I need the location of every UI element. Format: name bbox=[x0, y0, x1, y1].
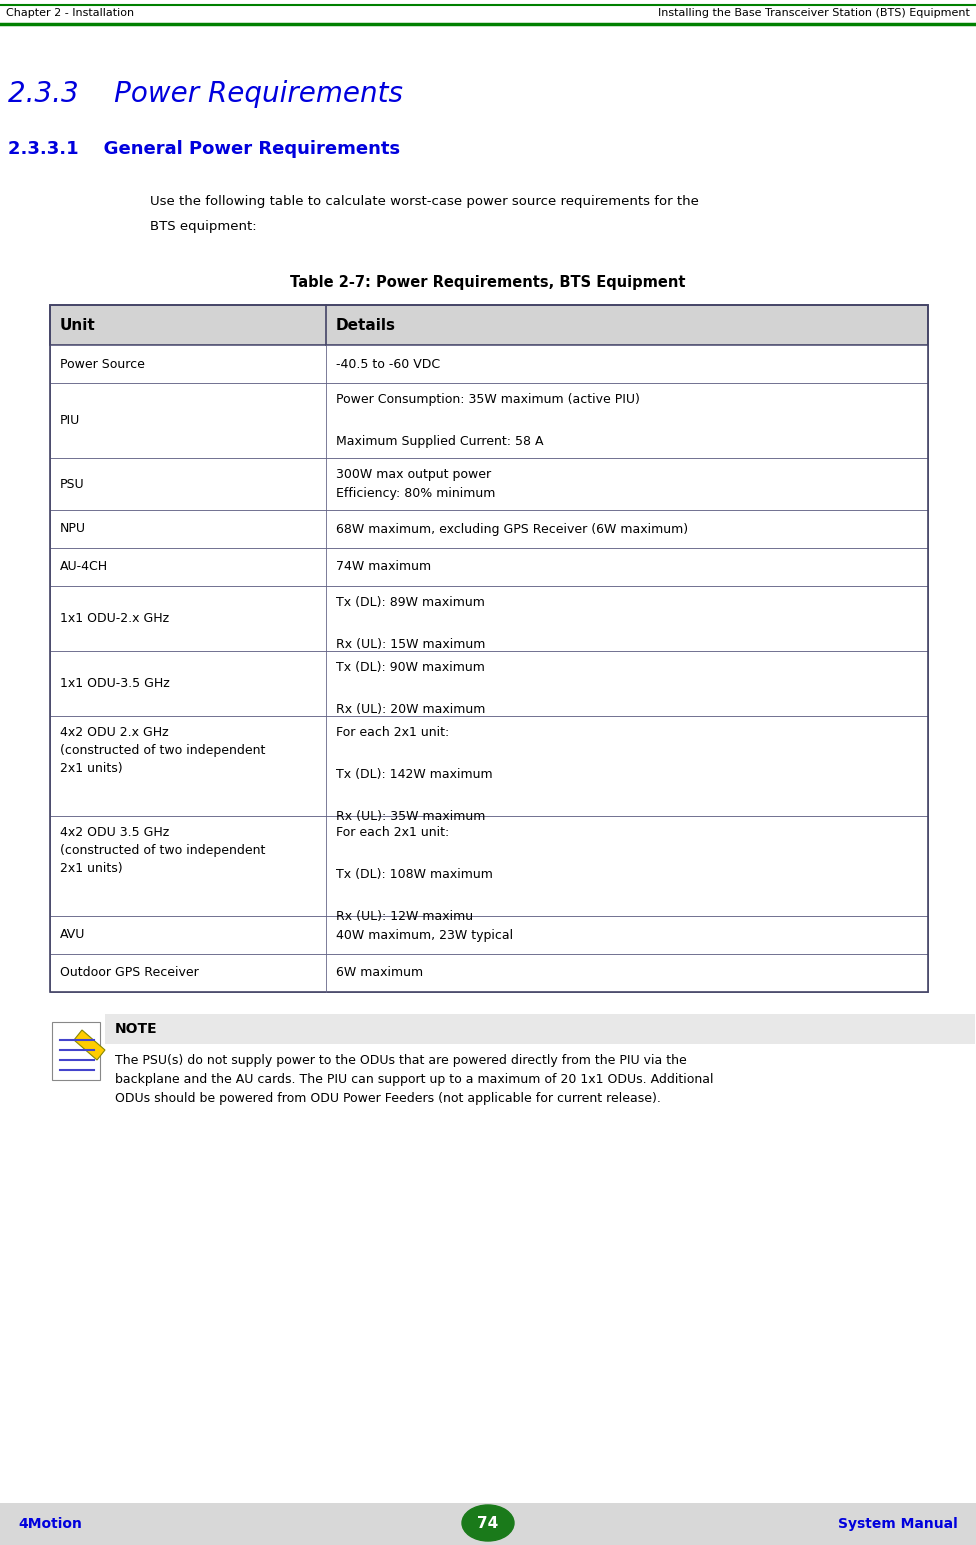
FancyBboxPatch shape bbox=[105, 1014, 975, 1044]
Text: 300W max output power
Efficiency: 80% minimum: 300W max output power Efficiency: 80% mi… bbox=[336, 468, 496, 501]
Text: Power Source: Power Source bbox=[60, 357, 144, 371]
Text: BTS equipment:: BTS equipment: bbox=[150, 219, 257, 233]
Text: PIU: PIU bbox=[60, 414, 80, 426]
Text: 4Motion: 4Motion bbox=[18, 1517, 82, 1531]
Text: 2.3.3    Power Requirements: 2.3.3 Power Requirements bbox=[8, 80, 403, 108]
Text: 2.3.3.1    General Power Requirements: 2.3.3.1 General Power Requirements bbox=[8, 141, 400, 158]
Text: Use the following table to calculate worst-case power source requirements for th: Use the following table to calculate wor… bbox=[150, 195, 699, 209]
Text: PSU: PSU bbox=[60, 477, 85, 490]
FancyBboxPatch shape bbox=[50, 916, 928, 953]
Text: Tx (DL): 90W maximum

Rx (UL): 20W maximum: Tx (DL): 90W maximum Rx (UL): 20W maximu… bbox=[336, 661, 485, 715]
FancyBboxPatch shape bbox=[50, 953, 928, 992]
Text: NOTE: NOTE bbox=[115, 1021, 158, 1037]
Text: For each 2x1 unit:

Tx (DL): 108W maximum

Rx (UL): 12W maximu: For each 2x1 unit: Tx (DL): 108W maximum… bbox=[336, 827, 493, 922]
FancyBboxPatch shape bbox=[52, 1021, 100, 1080]
Text: 40W maximum, 23W typical: 40W maximum, 23W typical bbox=[336, 929, 513, 941]
Text: 74: 74 bbox=[477, 1516, 499, 1531]
Text: Tx (DL): 89W maximum

Rx (UL): 15W maximum: Tx (DL): 89W maximum Rx (UL): 15W maximu… bbox=[336, 596, 485, 650]
FancyBboxPatch shape bbox=[50, 548, 928, 586]
Text: Chapter 2 - Installation: Chapter 2 - Installation bbox=[6, 8, 134, 19]
FancyBboxPatch shape bbox=[50, 586, 928, 650]
Text: Details: Details bbox=[336, 318, 396, 332]
Text: AU-4CH: AU-4CH bbox=[60, 561, 108, 573]
Text: 1x1 ODU-3.5 GHz: 1x1 ODU-3.5 GHz bbox=[60, 677, 170, 691]
Text: Outdoor GPS Receiver: Outdoor GPS Receiver bbox=[60, 967, 199, 980]
FancyBboxPatch shape bbox=[50, 650, 928, 715]
FancyBboxPatch shape bbox=[50, 457, 928, 510]
FancyBboxPatch shape bbox=[50, 345, 928, 383]
Text: 74W maximum: 74W maximum bbox=[336, 561, 431, 573]
Text: Table 2-7: Power Requirements, BTS Equipment: Table 2-7: Power Requirements, BTS Equip… bbox=[290, 275, 686, 290]
Text: Installing the Base Transceiver Station (BTS) Equipment: Installing the Base Transceiver Station … bbox=[658, 8, 970, 19]
Text: 1x1 ODU-2.x GHz: 1x1 ODU-2.x GHz bbox=[60, 612, 169, 626]
Polygon shape bbox=[74, 1031, 105, 1060]
FancyBboxPatch shape bbox=[50, 304, 928, 345]
FancyBboxPatch shape bbox=[50, 383, 928, 457]
FancyBboxPatch shape bbox=[50, 715, 928, 816]
Text: 6W maximum: 6W maximum bbox=[336, 967, 424, 980]
FancyBboxPatch shape bbox=[50, 816, 928, 916]
Text: Power Consumption: 35W maximum (active PIU)

Maximum Supplied Current: 58 A: Power Consumption: 35W maximum (active P… bbox=[336, 392, 640, 448]
Text: Unit: Unit bbox=[60, 318, 96, 332]
FancyBboxPatch shape bbox=[0, 1503, 976, 1545]
Text: 4x2 ODU 2.x GHz
(constructed of two independent
2x1 units): 4x2 ODU 2.x GHz (constructed of two inde… bbox=[60, 726, 265, 776]
Text: The PSU(s) do not supply power to the ODUs that are powered directly from the PI: The PSU(s) do not supply power to the OD… bbox=[115, 1054, 713, 1105]
Ellipse shape bbox=[462, 1505, 514, 1540]
Text: AVU: AVU bbox=[60, 929, 85, 941]
Text: System Manual: System Manual bbox=[838, 1517, 958, 1531]
Text: 4x2 ODU 3.5 GHz
(constructed of two independent
2x1 units): 4x2 ODU 3.5 GHz (constructed of two inde… bbox=[60, 827, 265, 874]
Text: 68W maximum, excluding GPS Receiver (6W maximum): 68W maximum, excluding GPS Receiver (6W … bbox=[336, 522, 688, 536]
FancyBboxPatch shape bbox=[50, 510, 928, 548]
Text: NPU: NPU bbox=[60, 522, 86, 536]
Text: -40.5 to -60 VDC: -40.5 to -60 VDC bbox=[336, 357, 440, 371]
Text: For each 2x1 unit:

Tx (DL): 142W maximum

Rx (UL): 35W maximum: For each 2x1 unit: Tx (DL): 142W maximum… bbox=[336, 726, 493, 823]
